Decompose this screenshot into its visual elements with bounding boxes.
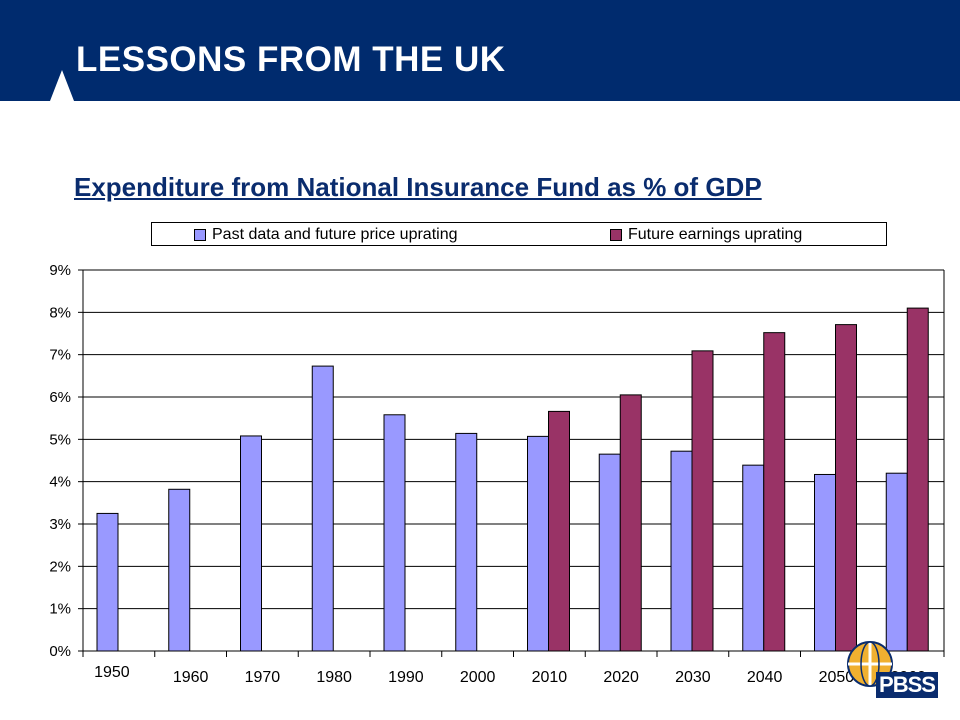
- legend-label-past: Past data and future price uprating: [212, 226, 458, 243]
- x-tick-label: 1990: [388, 669, 424, 686]
- bar-past: [240, 435, 262, 652]
- x-tick-label: 1950: [94, 664, 130, 681]
- legend-swatch-past: [194, 229, 206, 241]
- bar-past: [96, 512, 119, 652]
- legend-item-past: Past data and future price uprating: [194, 226, 458, 244]
- y-tick-label: 5%: [49, 431, 71, 448]
- bar-future: [619, 394, 642, 652]
- bar-past: [814, 473, 836, 652]
- y-tick-label: 4%: [49, 474, 71, 491]
- legend-label-future: Future earnings uprating: [628, 226, 803, 243]
- x-tick-label: 2010: [532, 669, 568, 686]
- pbss-logo: PBSS: [846, 638, 942, 700]
- x-tick-label: 2030: [675, 669, 711, 686]
- bar-past: [742, 464, 765, 652]
- bar-past: [885, 472, 908, 652]
- y-tick-label: 2%: [49, 558, 71, 575]
- y-tick-label: 0%: [49, 643, 71, 660]
- y-tick-label: 1%: [49, 601, 71, 618]
- banner-notch: [50, 70, 74, 101]
- y-tick-label: 8%: [49, 304, 71, 321]
- bar-future: [548, 410, 570, 652]
- bar-future: [835, 324, 857, 652]
- chart-legend: Past data and future price uprating Futu…: [151, 222, 887, 246]
- x-tick-label: 2020: [603, 669, 639, 686]
- bar-past: [455, 432, 478, 652]
- y-tick-label: 9%: [49, 262, 71, 279]
- bar-past: [383, 414, 406, 652]
- bar-future: [763, 332, 786, 652]
- logo-text: PBSS: [876, 672, 938, 698]
- x-tick-label: 1970: [245, 669, 281, 686]
- header-banner: [0, 0, 960, 101]
- x-tick-label: 2000: [460, 669, 496, 686]
- legend-item-future: Future earnings uprating: [610, 226, 802, 244]
- chart-title: Expenditure from National Insurance Fund…: [74, 172, 762, 202]
- x-tick-label: 1960: [173, 669, 209, 686]
- x-tick-label: 2040: [747, 669, 783, 686]
- x-tick-label: 1980: [316, 669, 352, 686]
- y-tick-label: 7%: [49, 347, 71, 364]
- bar-future: [906, 307, 929, 652]
- bar-past: [311, 365, 334, 652]
- page-title: LESSONS FROM THE UK: [76, 40, 506, 79]
- y-tick-label: 3%: [49, 516, 71, 533]
- y-tick-label: 6%: [49, 389, 71, 406]
- bar-past: [598, 453, 621, 652]
- bar-future: [691, 350, 714, 652]
- legend-swatch-future: [610, 229, 622, 241]
- x-tick-label: 2050: [819, 669, 855, 686]
- bar-past: [527, 435, 549, 652]
- bar-past: [168, 488, 191, 652]
- bar-past: [670, 450, 693, 652]
